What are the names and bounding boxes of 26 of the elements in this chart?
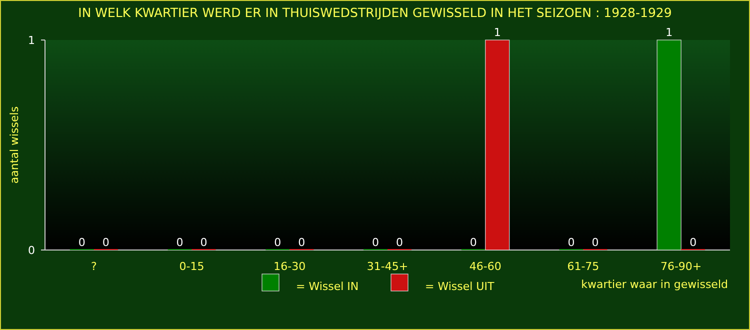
data-label: 0 [372, 236, 379, 249]
chart-title: IN WELK KWARTIER WERD ER IN THUISWEDSTRIJDEN GEWISSELD IN HET SEIZOEN : 1928-1929 [78, 5, 672, 20]
x-tick-label: 61-75 [567, 260, 600, 273]
x-tick-label: 46-60 [469, 260, 502, 273]
data-label: 0 [200, 236, 208, 249]
data-label: 0 [690, 236, 697, 249]
data-label: 1 [666, 26, 673, 39]
x-tick-label: 76-90+ [660, 260, 702, 273]
x-tick-label: 16-30 [274, 260, 306, 273]
data-label: 0 [274, 236, 282, 249]
y-axis-title: aantal wissels [8, 106, 21, 184]
data-label: 0 [298, 236, 306, 249]
data-label: 0 [568, 236, 575, 249]
data-label: 1 [494, 26, 501, 39]
x-tick-label: 31-45+ [366, 260, 408, 273]
data-label: 0 [102, 236, 110, 249]
legend-label: = Wissel IN [296, 280, 359, 293]
x-axis-title: kwartier waar in gewisseld [581, 278, 728, 291]
data-label: 0 [592, 236, 599, 249]
data-label: 0 [176, 236, 184, 249]
legend-label: = Wissel UIT [425, 280, 494, 293]
data-label: 0 [470, 236, 477, 249]
data-label: 0 [78, 236, 86, 249]
data-label: 0 [396, 236, 403, 249]
x-tick-label: ? [91, 260, 98, 273]
x-tick-label: 0-15 [179, 260, 204, 273]
